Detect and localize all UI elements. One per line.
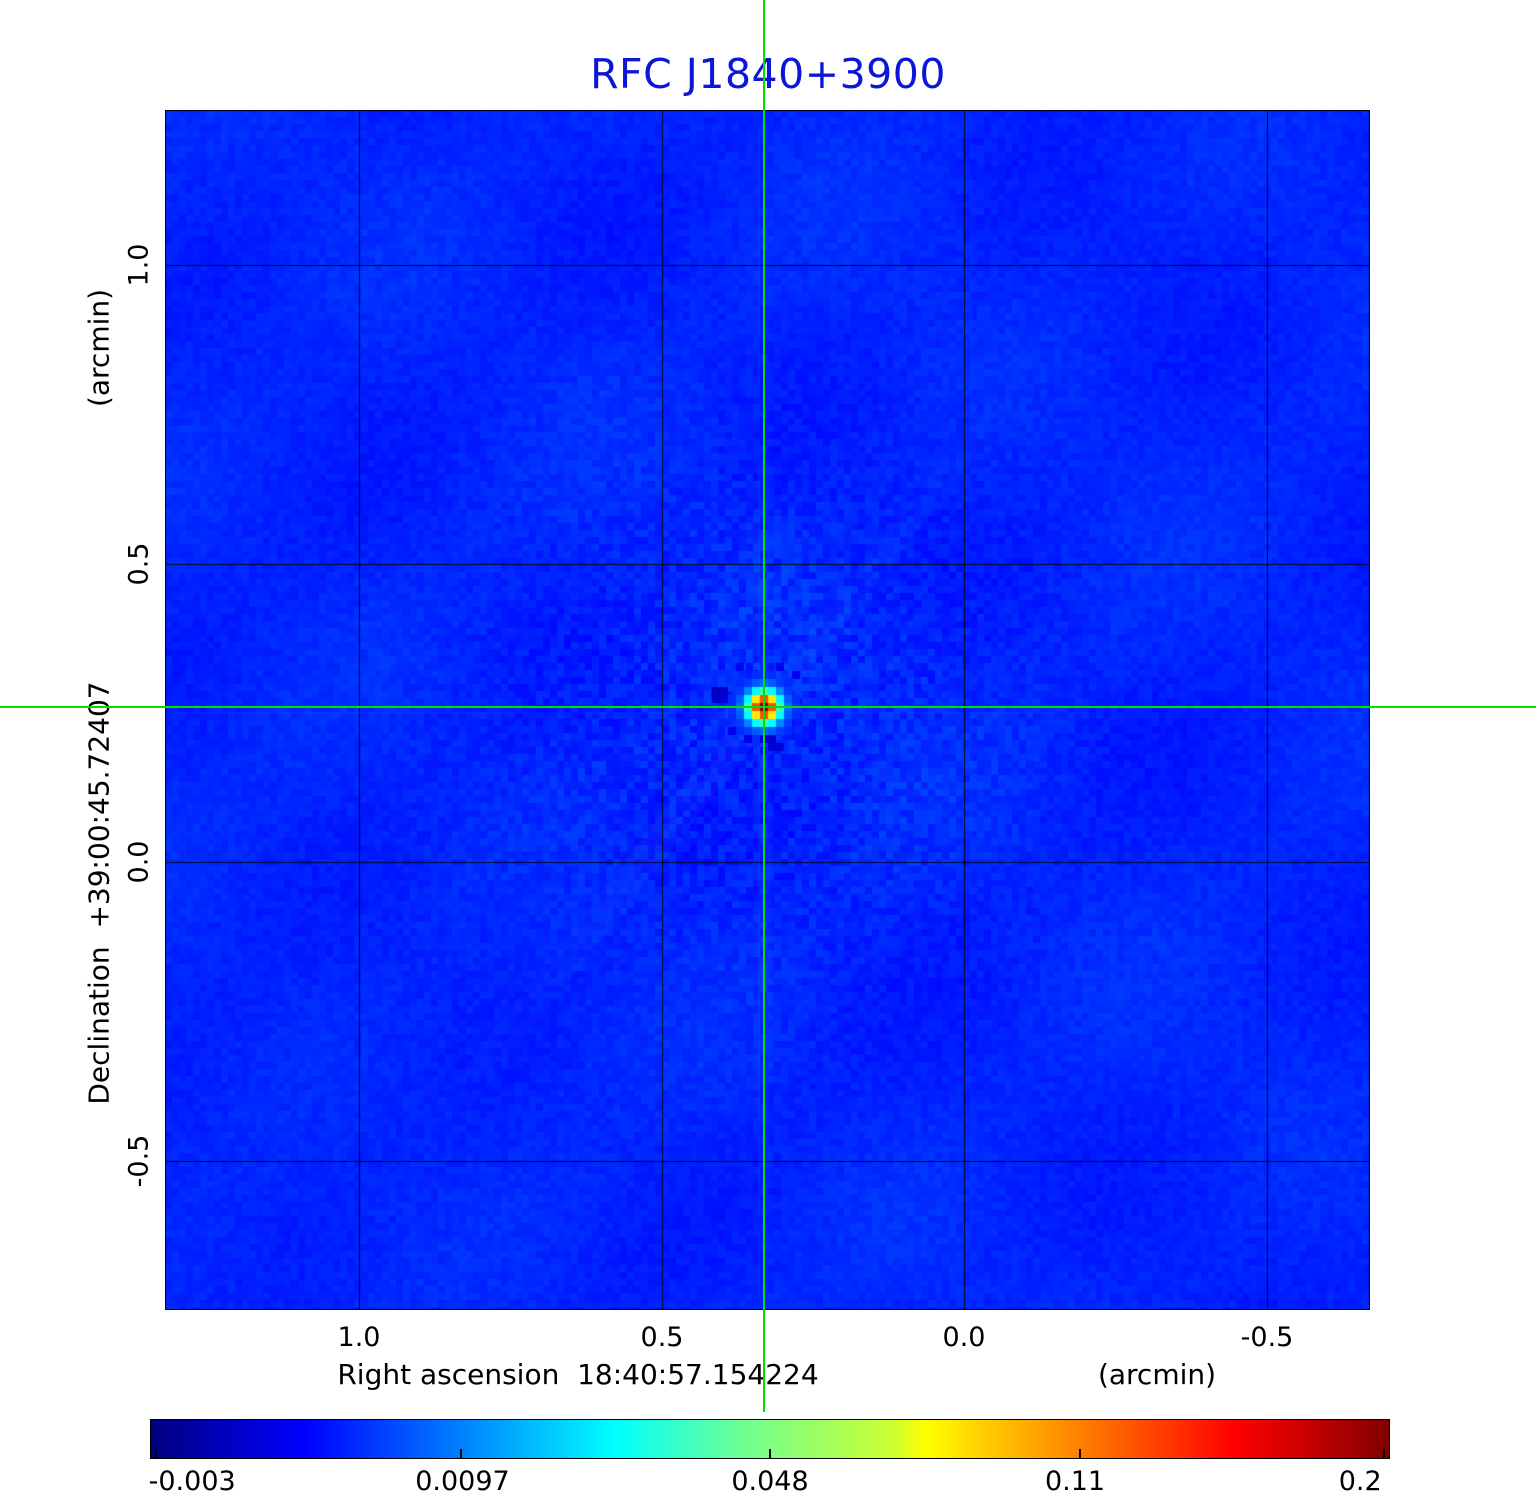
y-tick-text: 0.0: [124, 841, 155, 884]
colorbar: [150, 1419, 1390, 1459]
x-tick-label: 1.0: [338, 1322, 381, 1353]
colorbar-tick: [1383, 1449, 1385, 1458]
colorbar-labels: -0.003 0.0097 0.048 0.11 0.2: [150, 1466, 1390, 1500]
sky-map: [165, 110, 1370, 1310]
x-tick-label: 0.0: [943, 1322, 986, 1353]
colorbar-tick-label: -0.003: [149, 1466, 236, 1497]
x-tick-label: 0.5: [641, 1322, 684, 1353]
colorbar-tick-label: 0.048: [731, 1466, 808, 1497]
colorbar-tick-label: 0.11: [1045, 1466, 1105, 1497]
colorbar-tick-label: 0.0097: [415, 1466, 509, 1497]
x-tick-label: -0.5: [1241, 1322, 1294, 1353]
y-axis-title-text: Declination +39:00:45.72407: [83, 681, 116, 1104]
y-axis-unit-text: (arcmin): [83, 289, 116, 407]
y-tick-text: 1.0: [124, 244, 155, 287]
y-tick-text: -0.5: [124, 1135, 155, 1188]
y-tick-text: 0.5: [124, 543, 155, 586]
x-axis-unit: (arcmin): [1098, 1358, 1216, 1391]
colorbar-tick-label: 0.2: [1339, 1466, 1382, 1497]
sky-map-canvas: [165, 110, 1370, 1310]
x-axis-title: Right ascension 18:40:57.154224: [337, 1358, 818, 1391]
colorbar-tick: [769, 1449, 771, 1458]
colorbar-tick: [1079, 1449, 1081, 1458]
figure-page: RFC J1840+3900 (arcmin) Declination +39:…: [0, 0, 1536, 1511]
plot-title: RFC J1840+3900: [0, 50, 1536, 98]
colorbar-tick: [460, 1449, 462, 1458]
crosshair-horizontal-line: [0, 706, 1536, 708]
colorbar-tick: [155, 1449, 157, 1458]
